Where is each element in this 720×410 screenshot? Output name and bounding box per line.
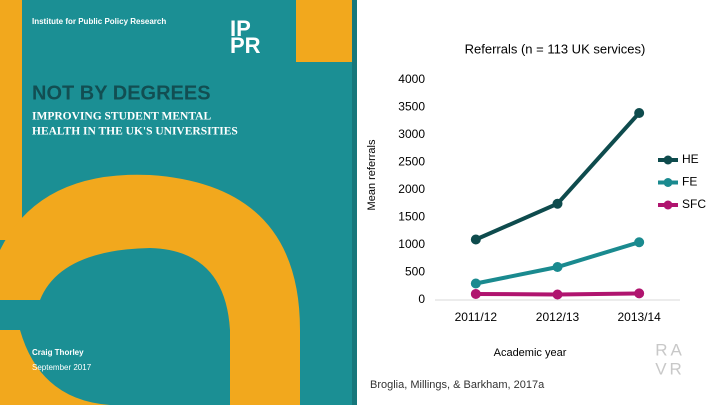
data-point <box>634 237 645 248</box>
data-point <box>552 198 563 209</box>
y-tick-label: 1500 <box>398 210 425 224</box>
report-cover: Institute for Public Policy Research IP … <box>0 0 357 405</box>
cover-shape <box>0 330 110 405</box>
data-point <box>552 289 563 300</box>
badge-text: RA <box>655 340 685 359</box>
x-axis-label: Academic year <box>494 347 567 359</box>
data-point <box>470 234 481 245</box>
y-axis-label: Mean referrals <box>366 139 378 210</box>
data-point <box>552 262 563 272</box>
y-tick-label: 3000 <box>398 127 425 141</box>
y-tick-label: 0 <box>418 292 425 306</box>
cover-subtitle: HEALTH IN THE UK'S UNIVERSITIES <box>32 126 238 138</box>
cover-shape <box>0 0 22 240</box>
legend-label: SFC <box>682 197 706 211</box>
data-point <box>634 288 645 299</box>
logo: PR <box>230 33 261 58</box>
data-point <box>470 288 481 299</box>
cover-shape <box>296 0 357 62</box>
logo: IP <box>230 16 251 41</box>
series-line <box>475 111 641 242</box>
x-tick-label: 2011/12 <box>455 310 498 324</box>
legend-swatch <box>663 200 673 210</box>
legend-swatch <box>663 178 673 187</box>
data-point <box>470 278 481 289</box>
x-tick-label: 2012/13 <box>536 310 580 324</box>
cover-title: NOT BY DEGREES <box>32 82 211 104</box>
legend-swatch <box>663 155 673 165</box>
publisher: Institute for Public Policy Research <box>32 17 166 26</box>
y-tick-label: 4000 <box>398 72 425 86</box>
date: September 2017 <box>32 363 92 372</box>
author: Craig Thorley <box>32 348 84 357</box>
legend-label: FE <box>682 175 697 189</box>
badge-text: VR <box>655 359 685 378</box>
legend-label: HE <box>682 152 699 166</box>
badge: RA VR <box>655 340 685 378</box>
y-tick-label: 500 <box>405 265 425 279</box>
cover-shape <box>0 174 300 405</box>
cover-subtitle: IMPROVING STUDENT MENTAL <box>32 111 211 123</box>
data-point <box>634 108 645 118</box>
cover-edge <box>352 0 357 405</box>
chart-title: Referrals (n = 113 UK services) <box>465 41 646 56</box>
source: Broglia, Millings, & Barkham, 2017a <box>370 379 545 391</box>
y-tick-label: 2500 <box>398 155 425 169</box>
x-tick-label: 2013/14 <box>617 310 661 324</box>
y-tick-label: 1000 <box>398 237 425 251</box>
y-tick-label: 2000 <box>398 182 425 196</box>
y-tick-label: 3500 <box>398 100 425 114</box>
